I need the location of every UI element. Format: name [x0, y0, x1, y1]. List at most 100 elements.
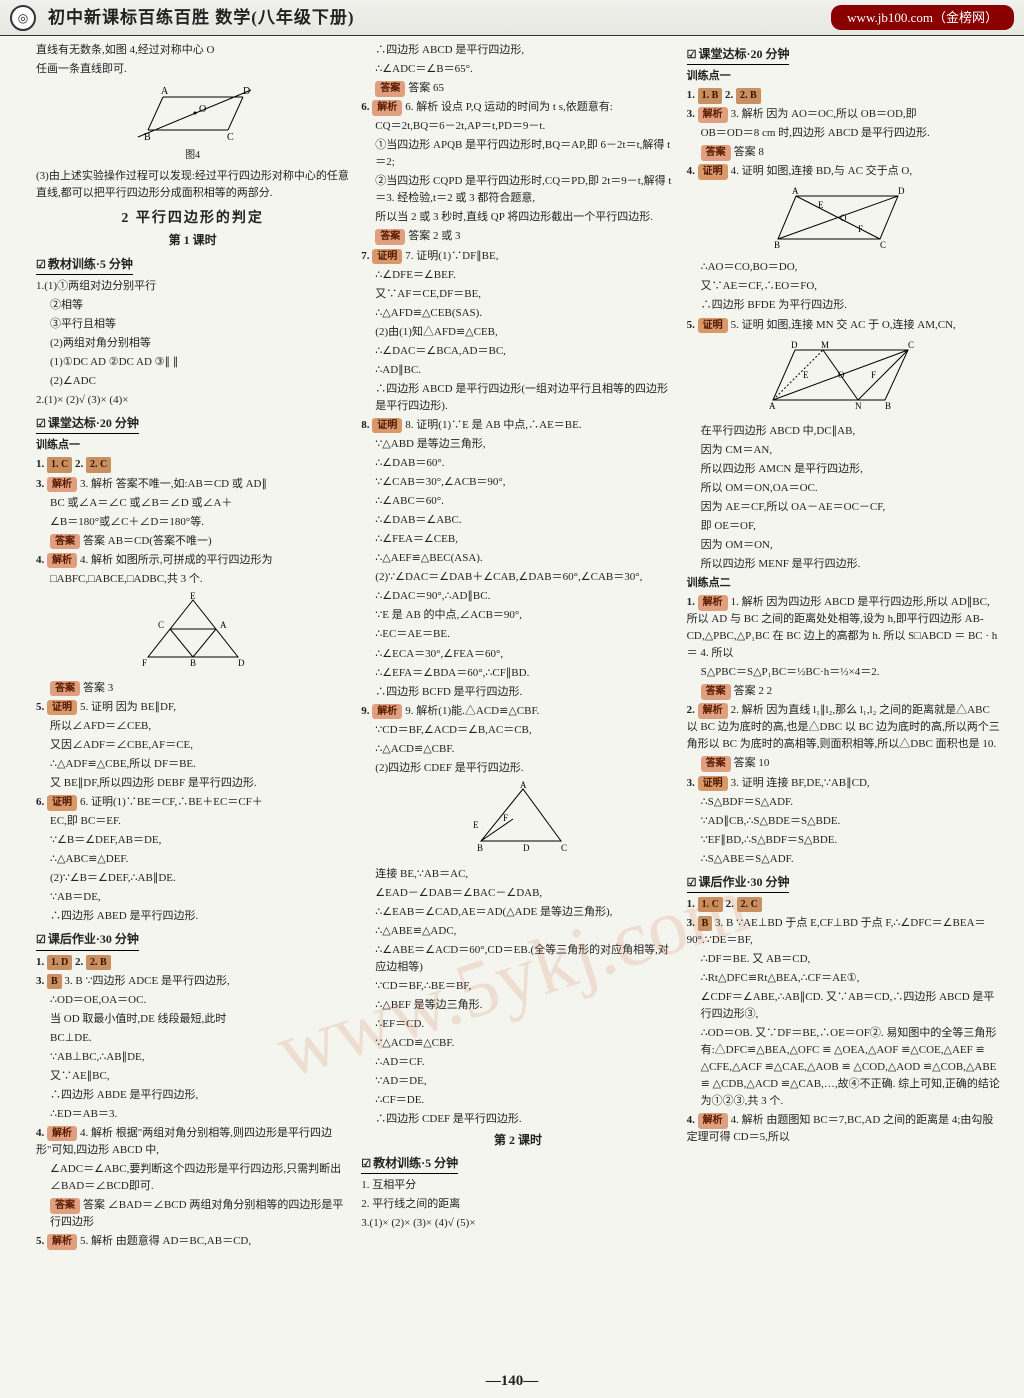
q6a: 6. 证明6. 证明(1)∵BE＝CF,∴BE＋EC＝CF＋: [36, 794, 349, 811]
svg-text:O: O: [838, 370, 845, 380]
c2-q9j: ∵CD＝BF,∴BE＝BF,: [361, 978, 674, 995]
c2-q7h: ∴四边形 ABCD 是平行四边形(一组对边平行且相等的四边形是平行四边形).: [361, 381, 674, 415]
c2-q9f: ∠EAD－∠DAB＝∠BAC－∠DAB,: [361, 885, 674, 902]
c2-l2: ∴∠ADC＝∠B＝65°.: [361, 61, 674, 78]
c2-q6ans: 答案答案 2 或 3: [361, 228, 674, 245]
svg-text:C: C: [908, 340, 914, 350]
c2-q8h: ∴△AEF≌△BEC(ASA).: [361, 550, 674, 567]
logo-glyph: ◎: [18, 9, 28, 27]
parallelogram-fig-c3-2: D M C E O F A N B: [687, 338, 1000, 419]
c3-hw3b: ∴DF＝BE. 又 AB＝CD,: [687, 951, 1000, 968]
c2-q6a: 6. 解析6. 解析 设点 P,Q 运动的时间为 t s,依题意有:: [361, 99, 674, 116]
answer-tag-hw4: 答案: [50, 1198, 80, 1214]
svg-text:C: C: [880, 240, 886, 249]
svg-text:B: B: [190, 658, 196, 668]
fig4-caption: 图4: [36, 148, 349, 164]
c2-q9h: ∴△ABE≌△ADC,: [361, 923, 674, 940]
svg-text:F: F: [858, 224, 863, 234]
analysis-tag-hw5: 解析: [47, 1234, 77, 1250]
hw3a-text: 3. B ∵四边形 ADCE 是平行四边形,: [64, 975, 229, 987]
training-point-1-c3: 训练点一: [687, 68, 1000, 85]
c2-q9i: ∴∠ABE＝∠ACD＝60°,CD＝EB.(全等三角形的对应角相等,对应边相等): [361, 942, 674, 976]
c3-q4b: ∴AO＝CO,BO＝DO,: [687, 259, 1000, 276]
answer-tag-4: 答案: [50, 681, 80, 697]
svg-text:C: C: [227, 132, 234, 142]
c3-ans-row: 1. 1. B 2. 2. B: [687, 87, 1000, 104]
svg-text:D: D: [791, 340, 798, 350]
q5d: ∴△ADF≌△CBE,所以 DF＝BE.: [36, 756, 349, 773]
c3-hw3a: 3. B 3. B ∵AE⊥BD 于点 E,CF⊥BD 于点 F,∴∠DFC＝∠…: [687, 915, 1000, 949]
q3a-text: 3. 解析 答案不唯一,如:AB＝CD 或 AD∥: [80, 478, 267, 490]
textbook-label-2: 教材训练·5 分钟: [361, 1154, 458, 1174]
q1-1: 1.(1)①两组对边分别平行: [36, 278, 349, 295]
header-url-badge: www.jb100.com（金榜网）: [831, 5, 1014, 31]
parallelogram-c3-2-svg: D M C E O F A N B: [763, 338, 923, 413]
c3-t2q3b: ∴S△BDF＝S△ADF.: [687, 794, 1000, 811]
q6a-text: 6. 证明(1)∵BE＝CF,∴BE＋EC＝CF＋: [80, 796, 263, 808]
training-point-1: 训练点一: [36, 437, 349, 454]
svg-text:C: C: [158, 620, 164, 630]
svg-text:E: E: [473, 820, 479, 830]
c2-q8m: ∴∠ECA＝30°,∠FEA＝60°,: [361, 646, 674, 663]
svg-text:C: C: [561, 843, 567, 853]
page-header: ◎ 初中新课标百练百胜 数学(八年级下册) www.jb100.com（金榜网）: [0, 0, 1024, 36]
c2-q9m: ∵△ACD≌△CBF.: [361, 1035, 674, 1052]
c2-ans65: 答案答案 65: [361, 80, 674, 97]
ans65-text: 答案 65: [408, 82, 444, 94]
svg-text:M: M: [821, 340, 829, 350]
content-columns: 直线有无数条,如图 4,经过对称中心 O 任画一条直线即可. A D B C O…: [0, 36, 1024, 1356]
svg-text:N: N: [855, 401, 862, 411]
c3-a1: 1. B: [698, 88, 723, 104]
c2-q6e: 所以当 2 或 3 秒时,直线 QP 将四边形截出一个平行四边形.: [361, 209, 674, 226]
hw3f: 又∵AE∥BC,: [36, 1068, 349, 1085]
c3t2q1ans-text: 答案 2 2: [734, 685, 773, 697]
q4b: □ABFC,□ABCE,□ADBC,共 3 个.: [36, 571, 349, 588]
q2: 2.(1)× (2)√ (3)× (4)×: [36, 392, 349, 409]
hw4a: 4. 解析4. 解析 根据"两组对角分别相等,则四边形是平行四边形"可知,四边形…: [36, 1125, 349, 1159]
svg-text:B: B: [144, 132, 151, 142]
hw1: 1. D: [47, 955, 72, 971]
c2-q7b: ∴∠DFE＝∠BEF.: [361, 267, 674, 284]
textbook-practice-label: 教材训练·5 分钟: [36, 255, 133, 275]
c3q3ans-text: 答案 8: [734, 146, 764, 158]
c2-q9a: 9. 解析9. 解析(1)能.△ACD≌△CBF.: [361, 703, 674, 720]
column-1: 直线有无数条,如图 4,经过对称中心 O 任画一条直线即可. A D B C O…: [30, 42, 355, 1356]
c3t2q3a-text: 3. 证明 连接 BF,DE,∵AB∥CD,: [731, 777, 870, 789]
q6e: (2)∵∠B＝∠DEF,∴AB∥DE.: [36, 870, 349, 887]
c3-a2: 2. B: [736, 88, 761, 104]
opening-line-2: 任画一条直线即可.: [36, 61, 349, 78]
column-3: 课堂达标·20 分钟 训练点一 1. 1. B 2. 2. B 3. 解析3. …: [681, 42, 1006, 1356]
hw4a-text: 4. 解析 根据"两组对角分别相等,则四边形是平行四边形"可知,四边形 ABCD…: [36, 1127, 332, 1156]
header-logo: ◎: [10, 5, 36, 31]
hw4ans-text: 答案 ∠BAD＝∠BCD 两组对角分别相等的四边形是平行四边形: [50, 1199, 343, 1228]
c2-q7a: 7. 证明7. 证明(1)∵DF∥BE,: [361, 248, 674, 265]
c3hw4-text: 4. 解析 由题图知 BC＝7,BC,AD 之间的距离是 4;由勾股定理可得 C…: [687, 1114, 994, 1143]
q4a-text: 4. 解析 如图所示,可拼成的平行四边形为: [80, 554, 273, 566]
c2-q7c: 又∵AF＝CE,DF＝BE,: [361, 286, 674, 303]
q4ans-text: 答案 3: [83, 682, 113, 694]
c2-q8d: ∵∠CAB＝30°,∠ACB＝90°,: [361, 474, 674, 491]
c2-q8c: ∴∠DAB＝60°.: [361, 455, 674, 472]
q1-2: ②相等: [36, 297, 349, 314]
analysis-tag-c3-3: 解析: [698, 107, 728, 123]
c3t2q1a-text: 1. 解析 因为四边形 ABCD 是平行四边形,所以 AD∥BC,所以 AD 与…: [687, 596, 998, 659]
svg-text:D: D: [243, 86, 250, 97]
svg-text:A: A: [161, 86, 169, 97]
answer-tag-65: 答案: [375, 81, 405, 97]
c2-q9o: ∵AD＝DE,: [361, 1073, 674, 1090]
proof-tag-c3t2-3: 证明: [698, 776, 728, 792]
q3c: ∠B＝180°或∠C＋∠D＝180°等.: [36, 514, 349, 531]
c3-t2q1a: 1. 解析1. 解析 因为四边形 ABCD 是平行四边形,所以 AD∥BC,所以…: [687, 594, 1000, 662]
c3-t2q3d: ∵EF∥BD,∴S△BDF＝S△BDE.: [687, 832, 1000, 849]
c3-q4a: 4. 证明4. 证明 如图,连接 BD,与 AC 交于点 O,: [687, 163, 1000, 180]
header-title: 初中新课标百练百胜 数学(八年级下册): [48, 5, 355, 31]
opening-line-1: 直线有无数条,如图 4,经过对称中心 O: [36, 42, 349, 59]
proof-tag-5: 证明: [47, 700, 77, 716]
item-3: (3)由上述实验操作过程可以发现:经过平行四边形对称中心的任意直线,都可以把平行…: [36, 168, 349, 202]
c2-q7g: ∴AD∥BC.: [361, 362, 674, 379]
c3-q4d: ∴四边形 BFDE 为平行四边形.: [687, 297, 1000, 314]
svg-text:B: B: [885, 401, 891, 411]
hw5-text: 5. 解析 由题意得 AD＝BC,AB＝CD,: [80, 1235, 251, 1247]
c3-q5e: 所以 OM＝ON,OA＝OC.: [687, 480, 1000, 497]
homework-label-2: 课后作业·30 分钟: [687, 873, 790, 893]
